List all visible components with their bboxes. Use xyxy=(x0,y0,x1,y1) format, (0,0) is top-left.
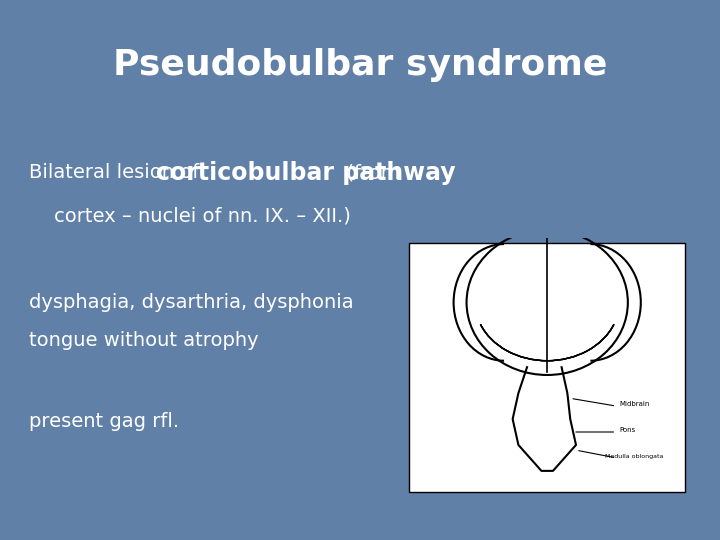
Text: (from: (from xyxy=(334,163,400,183)
Text: Bilateral lesion of: Bilateral lesion of xyxy=(29,163,205,183)
Text: Midbrain: Midbrain xyxy=(619,401,649,407)
Text: Pseudobulbar syndrome: Pseudobulbar syndrome xyxy=(113,48,607,82)
Text: present gag rfl.: present gag rfl. xyxy=(29,411,179,431)
Text: corticobulbar pathway: corticobulbar pathway xyxy=(156,161,455,185)
Text: cortex – nuclei of nn. IX. – XII.): cortex – nuclei of nn. IX. – XII.) xyxy=(29,206,351,226)
Text: Pons: Pons xyxy=(619,427,636,433)
Text: tongue without atrophy: tongue without atrophy xyxy=(29,330,258,350)
Text: Medulla oblongata: Medulla oblongata xyxy=(605,454,663,459)
FancyBboxPatch shape xyxy=(409,243,685,491)
Text: dysphagia, dysarthria, dysphonia: dysphagia, dysarthria, dysphonia xyxy=(29,293,354,312)
